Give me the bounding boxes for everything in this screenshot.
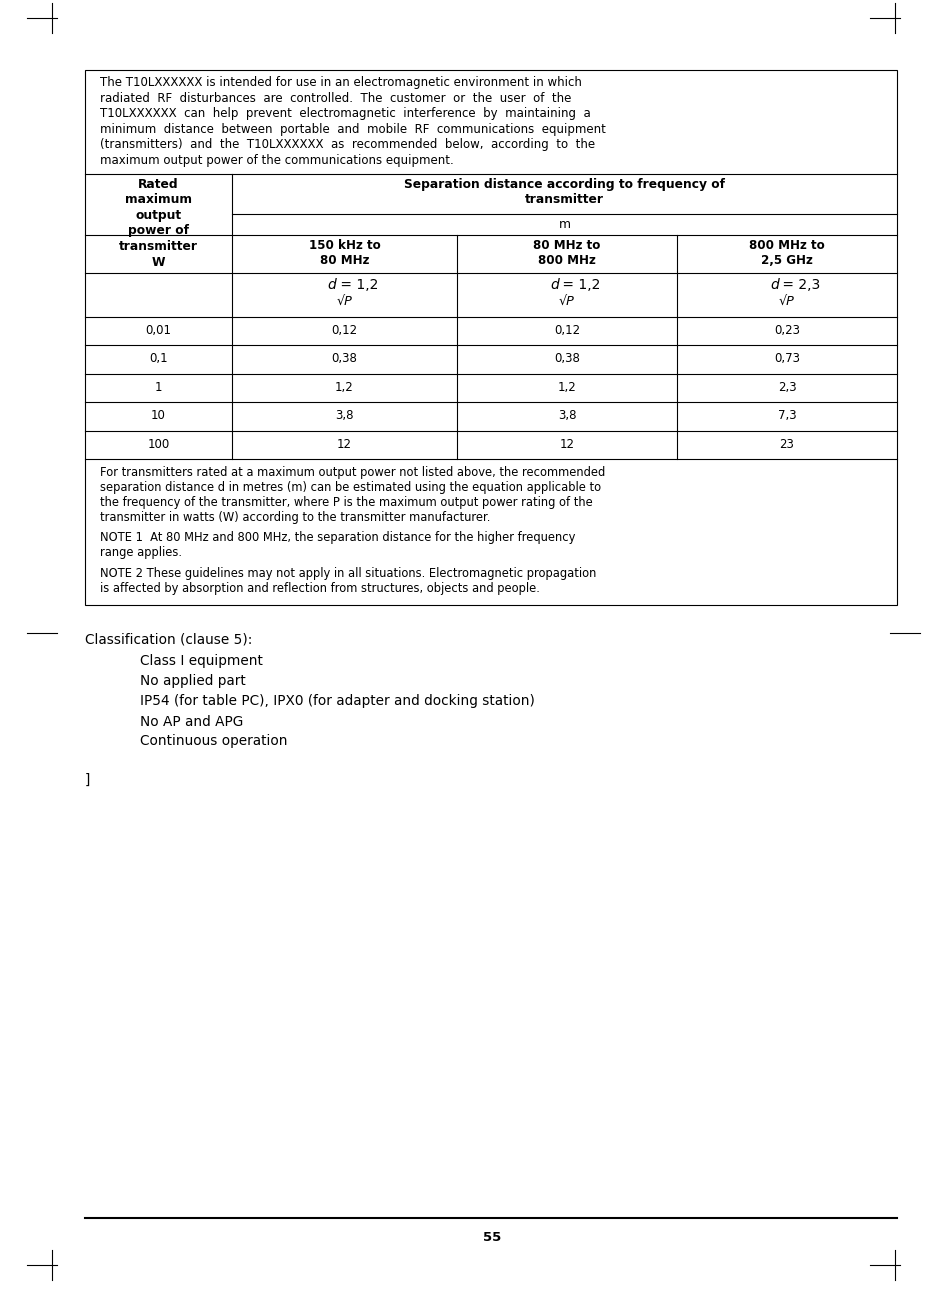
Text: NOTE 2 These guidelines may not apply in all situations. Electromagnetic propaga: NOTE 2 These guidelines may not apply in… xyxy=(100,566,597,579)
Text: output: output xyxy=(135,209,182,222)
Text: Continuous operation: Continuous operation xyxy=(140,735,288,748)
Text: The T10LXXXXXX is intended for use in an electromagnetic environment in which: The T10LXXXXXX is intended for use in an… xyxy=(100,76,581,89)
Text: 12: 12 xyxy=(560,438,575,450)
Text: 80 MHz: 80 MHz xyxy=(320,254,369,267)
Text: 23: 23 xyxy=(779,438,795,450)
Text: 1,2: 1,2 xyxy=(558,381,577,394)
Text: Class I equipment: Class I equipment xyxy=(140,654,263,668)
Text: d: d xyxy=(328,277,336,292)
Text: √P: √P xyxy=(336,296,352,309)
Text: = 1,2: = 1,2 xyxy=(335,277,378,292)
Text: 800 MHz: 800 MHz xyxy=(538,254,596,267)
Text: 0,12: 0,12 xyxy=(554,323,581,336)
Text: 0,23: 0,23 xyxy=(774,323,800,336)
Text: Rated: Rated xyxy=(138,178,179,191)
Text: T10LXXXXXX  can  help  prevent  electromagnetic  interference  by  maintaining  : T10LXXXXXX can help prevent electromagne… xyxy=(100,107,591,120)
Text: transmitter in watts (W) according to the transmitter manufacturer.: transmitter in watts (W) according to th… xyxy=(100,510,491,523)
Text: NOTE 1  At 80 MHz and 800 MHz, the separation distance for the higher frequency: NOTE 1 At 80 MHz and 800 MHz, the separa… xyxy=(100,531,576,544)
Text: = 2,3: = 2,3 xyxy=(778,277,820,292)
Text: m: m xyxy=(559,217,570,230)
Text: 2,3: 2,3 xyxy=(777,381,796,394)
Text: minimum  distance  between  portable  and  mobile  RF  communications  equipment: minimum distance between portable and mo… xyxy=(100,123,606,136)
Text: Classification (clause 5):: Classification (clause 5): xyxy=(85,633,252,646)
Text: 0,12: 0,12 xyxy=(331,323,358,336)
Text: 12: 12 xyxy=(337,438,352,450)
Text: W: W xyxy=(152,255,165,268)
Text: 0,1: 0,1 xyxy=(150,352,168,365)
Text: transmitter: transmitter xyxy=(119,239,198,252)
Text: transmitter: transmitter xyxy=(525,194,604,207)
Text: the frequency of the transmitter, where P is the maximum output power rating of : the frequency of the transmitter, where … xyxy=(100,496,593,509)
Text: range applies.: range applies. xyxy=(100,547,182,559)
Text: 7,3: 7,3 xyxy=(777,409,796,422)
Text: maximum output power of the communications equipment.: maximum output power of the communicatio… xyxy=(100,154,454,167)
Text: 150 kHz to: 150 kHz to xyxy=(309,238,381,251)
Text: √P: √P xyxy=(779,296,795,309)
Text: radiated  RF  disturbances  are  controlled.  The  customer  or  the  user  of  : radiated RF disturbances are controlled.… xyxy=(100,92,571,105)
Text: 3,8: 3,8 xyxy=(335,409,354,422)
Text: d: d xyxy=(770,277,778,292)
Text: 2,5 GHz: 2,5 GHz xyxy=(761,254,813,267)
Text: No AP and APG: No AP and APG xyxy=(140,714,243,729)
Text: is affected by absorption and reflection from structures, objects and people.: is affected by absorption and reflection… xyxy=(100,582,540,595)
Text: Separation distance according to frequency of: Separation distance according to frequen… xyxy=(404,178,725,191)
Text: d: d xyxy=(550,277,559,292)
Text: For transmitters rated at a maximum output power not listed above, the recommend: For transmitters rated at a maximum outp… xyxy=(100,466,605,479)
Text: 1: 1 xyxy=(154,381,162,394)
Text: maximum: maximum xyxy=(125,194,192,207)
Text: 100: 100 xyxy=(148,438,170,450)
Text: IP54 (for table PC), IPX0 (for adapter and docking station): IP54 (for table PC), IPX0 (for adapter a… xyxy=(140,695,535,709)
Text: 10: 10 xyxy=(152,409,166,422)
Text: 0,73: 0,73 xyxy=(774,352,800,365)
Text: 0,38: 0,38 xyxy=(554,352,580,365)
Text: √P: √P xyxy=(559,296,575,309)
Text: ]: ] xyxy=(85,773,90,786)
Text: 0,38: 0,38 xyxy=(331,352,357,365)
Text: separation distance d in metres (m) can be estimated using the equation applicab: separation distance d in metres (m) can … xyxy=(100,481,601,494)
Text: 80 MHz to: 80 MHz to xyxy=(533,238,600,251)
Text: 3,8: 3,8 xyxy=(558,409,577,422)
Text: No applied part: No applied part xyxy=(140,675,246,688)
Text: (transmitters)  and  the  T10LXXXXXX  as  recommended  below,  according  to  th: (transmitters) and the T10LXXXXXX as rec… xyxy=(100,139,595,152)
Text: 55: 55 xyxy=(483,1231,502,1244)
Text: 0,01: 0,01 xyxy=(146,323,171,336)
Text: 800 MHz to: 800 MHz to xyxy=(749,238,825,251)
Text: power of: power of xyxy=(128,225,189,237)
Text: 1,2: 1,2 xyxy=(335,381,354,394)
Text: = 1,2: = 1,2 xyxy=(558,277,600,292)
Bar xyxy=(85,71,897,604)
